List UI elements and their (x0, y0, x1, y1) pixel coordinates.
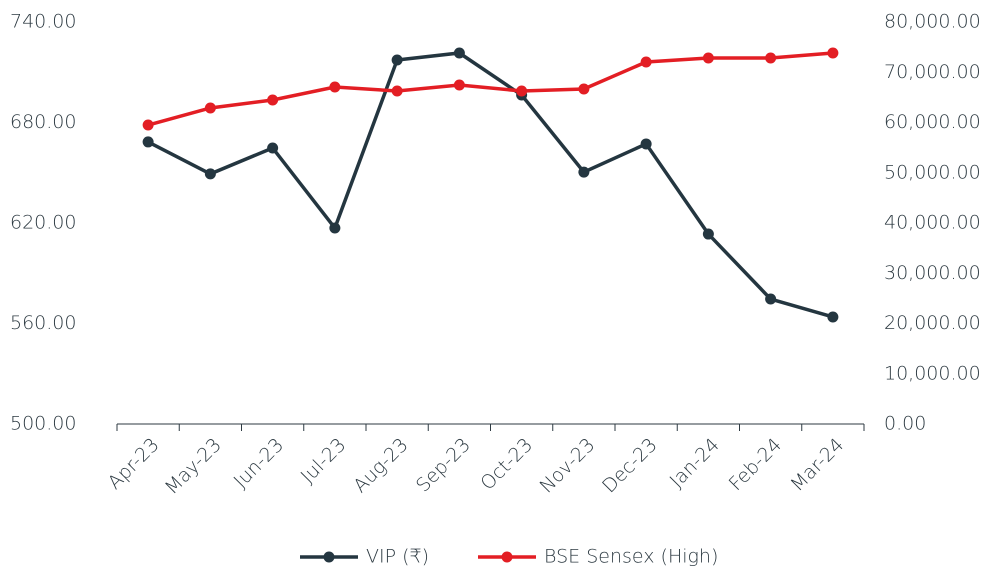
point (827, 47, 839, 59)
point (391, 54, 403, 66)
x-tick-label: Dec-23 (598, 434, 662, 498)
point (453, 47, 465, 59)
point (640, 138, 652, 150)
legend-label: BSE Sensex (High) (544, 546, 718, 568)
point (391, 85, 403, 97)
x-tick-label: Jun-23 (230, 434, 289, 493)
x-tick-label: Aug-23 (349, 434, 412, 497)
point (142, 136, 154, 148)
point (267, 142, 279, 154)
point (640, 56, 652, 68)
y2-tick-label: 60,000.00 (884, 111, 981, 133)
x-tick-label: Mar-24 (786, 434, 848, 496)
point (204, 168, 216, 180)
y2-tick-label: 20,000.00 (884, 312, 981, 334)
x-tick-label: Sep-23 (412, 434, 475, 497)
x-tick-label: Jan-24 (666, 434, 724, 492)
x-tick-label: Nov-23 (536, 434, 600, 498)
series-line (147, 51, 834, 319)
point (516, 85, 528, 97)
y2-tick-label: 10,000.00 (884, 362, 981, 384)
point (329, 222, 341, 234)
y-tick-label: 620.00 (10, 212, 76, 234)
point (578, 83, 590, 95)
y-tick-label: 740.00 (10, 11, 76, 33)
y-tick-label: 680.00 (10, 111, 76, 133)
legend-label: VIP (₹) (366, 546, 429, 568)
point (702, 228, 714, 240)
y-tick-label: 560.00 (10, 312, 76, 334)
y2-tick-label: 0.00 (884, 413, 926, 435)
y2-tick-label: 30,000.00 (884, 262, 981, 284)
y2-tick-label: 50,000.00 (884, 161, 981, 183)
series-line (147, 51, 834, 127)
point (827, 311, 839, 323)
point (453, 79, 465, 91)
point (142, 119, 154, 131)
point (702, 52, 714, 64)
point (329, 81, 341, 93)
y2-tick-label: 40,000.00 (884, 212, 981, 234)
point (578, 166, 590, 178)
legend-marker (323, 551, 335, 563)
point (204, 102, 216, 114)
x-tick-label: Feb-24 (725, 434, 786, 495)
x-tick-label: Oct-23 (476, 434, 537, 495)
point (765, 52, 777, 64)
x-tick-label: Apr-23 (104, 434, 164, 494)
point (267, 94, 279, 106)
y-tick-label: 500.00 (10, 413, 76, 435)
legend-marker (501, 551, 513, 563)
x-tick-label: Jul-23 (297, 434, 351, 488)
point (765, 293, 777, 305)
x-tick-label: May-23 (161, 434, 226, 499)
y2-tick-label: 70,000.00 (884, 61, 981, 83)
y2-tick-label: 80,000.00 (884, 11, 981, 33)
